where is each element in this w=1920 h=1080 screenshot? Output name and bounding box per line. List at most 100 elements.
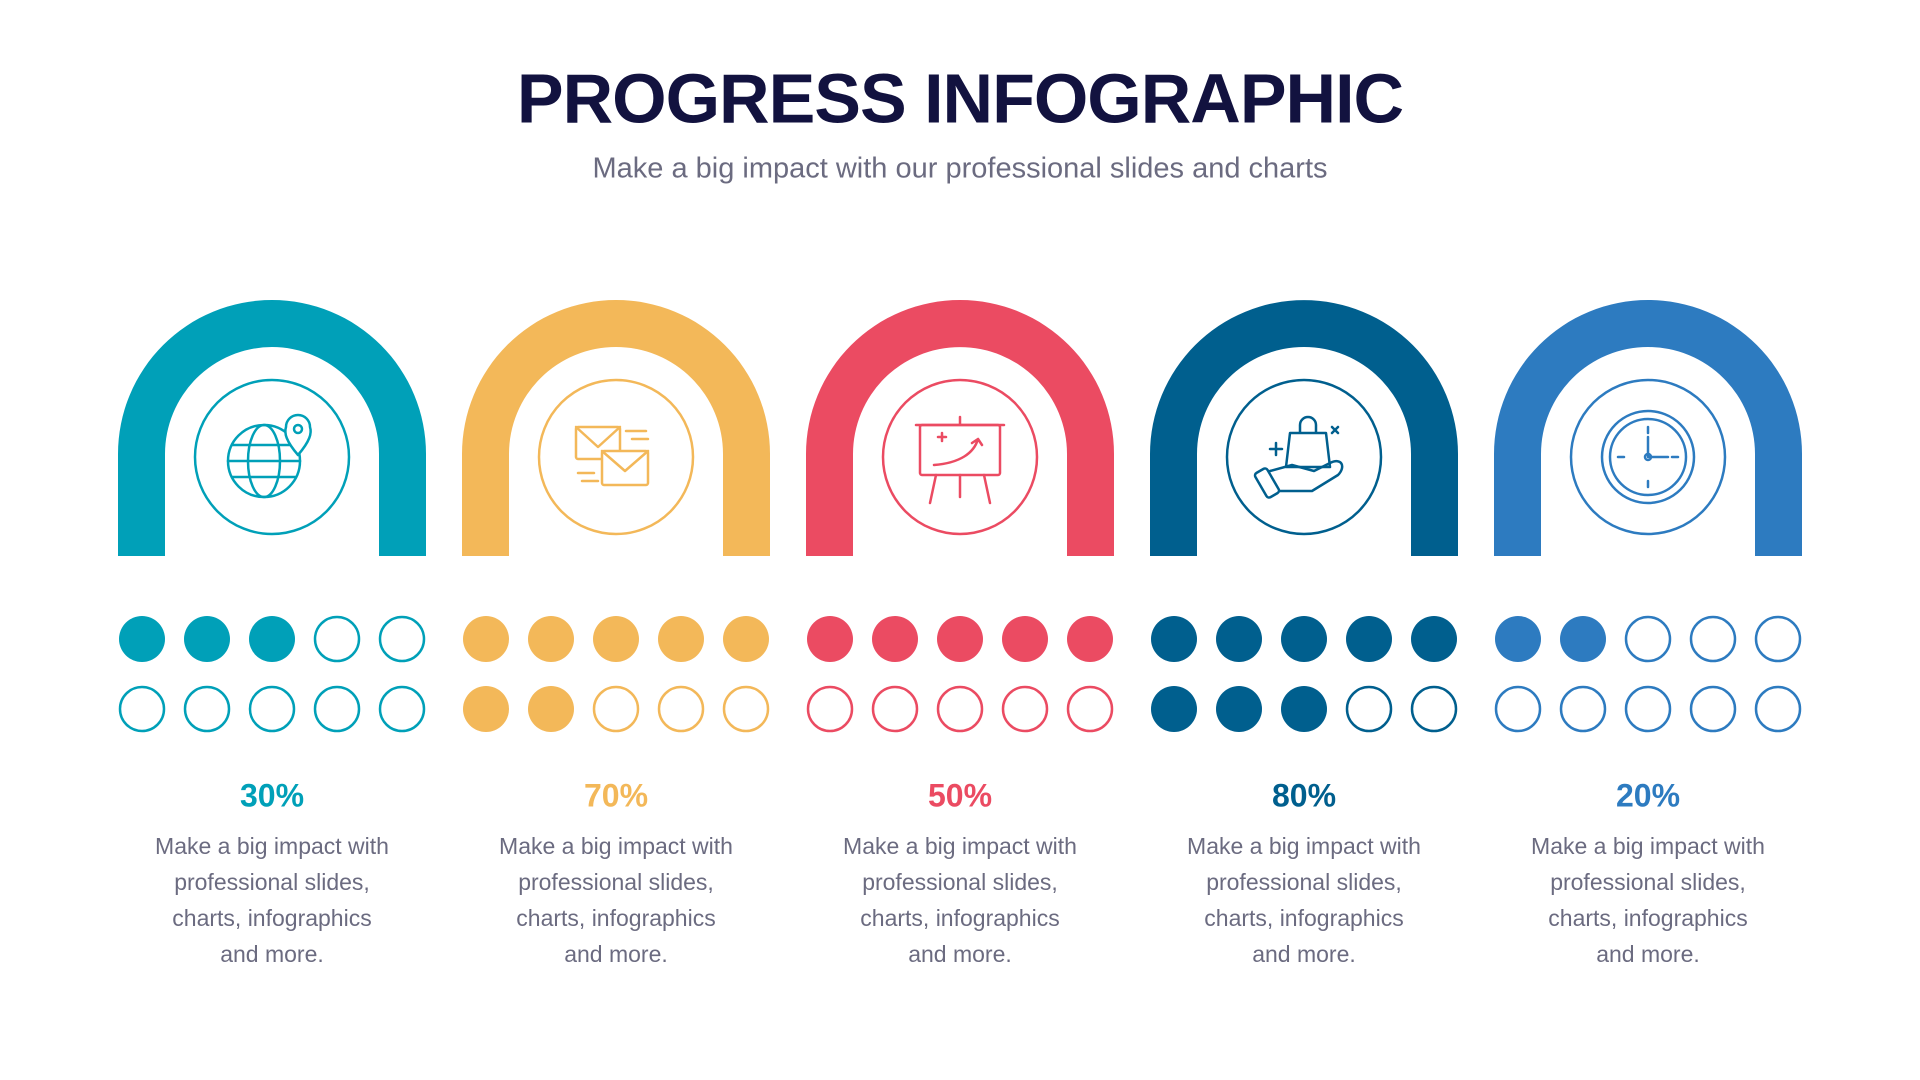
- dot-filled: [937, 616, 983, 662]
- dot-empty: [313, 685, 361, 733]
- icon-part: [1608, 417, 1688, 497]
- arch: [806, 300, 1114, 556]
- description-line: and more.: [908, 941, 1012, 967]
- description-line: charts, infographics: [1204, 905, 1403, 931]
- icon-part: [600, 449, 650, 473]
- dot-empty: [657, 685, 705, 733]
- percent-label: 70%: [584, 777, 648, 813]
- icon-part: [918, 423, 1002, 477]
- description-line: professional slides,: [518, 869, 714, 895]
- dot-empty: [1754, 685, 1802, 733]
- description-line: charts, infographics: [1548, 905, 1747, 931]
- description-line: professional slides,: [174, 869, 370, 895]
- percent-label: 50%: [928, 777, 992, 813]
- icon-part: [932, 431, 984, 467]
- percent-label: 30%: [240, 777, 304, 813]
- dot-empty: [1345, 685, 1393, 733]
- icon-part: [574, 425, 622, 449]
- icon-part: [914, 415, 1006, 505]
- dot-empty: [118, 685, 166, 733]
- dot-empty: [1001, 685, 1049, 733]
- description-line: Make a big impact with: [499, 833, 733, 859]
- icon: [1253, 415, 1344, 499]
- dot-filled: [872, 616, 918, 662]
- dot-filled: [1216, 616, 1262, 662]
- dot-empty: [871, 685, 919, 733]
- description-line: and more.: [564, 941, 668, 967]
- description-line: professional slides,: [1206, 869, 1402, 895]
- dot-empty: [1066, 685, 1114, 733]
- icon-ring: [193, 378, 351, 536]
- dot-filled: [119, 616, 165, 662]
- percent-label: 80%: [1272, 777, 1336, 813]
- icon-ring: [881, 378, 1039, 536]
- description-line: Make a big impact with: [155, 833, 389, 859]
- dot-filled: [723, 616, 769, 662]
- dot-filled: [1346, 616, 1392, 662]
- icon-part: [1268, 459, 1344, 493]
- subtitle: Make a big impact with our professional …: [592, 153, 1327, 185]
- dot-filled: [463, 686, 509, 732]
- icon-part: [1284, 415, 1332, 469]
- dot-filled: [528, 616, 574, 662]
- dot-empty: [248, 685, 296, 733]
- dot-filled: [1495, 616, 1541, 662]
- description-line: and more.: [1252, 941, 1356, 967]
- dot-empty: [592, 685, 640, 733]
- dot-empty: [1689, 685, 1737, 733]
- dot-empty: [1410, 685, 1458, 733]
- dot-filled: [1151, 686, 1197, 732]
- dot-filled: [1281, 686, 1327, 732]
- icon-part: [1643, 452, 1653, 462]
- dot-filled: [1002, 616, 1048, 662]
- dot-filled: [807, 616, 853, 662]
- arch: [1494, 300, 1802, 556]
- dot-empty: [1624, 685, 1672, 733]
- icon-part: [292, 423, 304, 435]
- dot-empty: [378, 685, 426, 733]
- icon: [226, 413, 312, 499]
- icon-part: [230, 443, 298, 479]
- arch: [462, 300, 770, 556]
- icon-ring: [1569, 378, 1727, 536]
- description-line: charts, infographics: [172, 905, 371, 931]
- icon-part: [1616, 425, 1680, 489]
- dot-filled: [463, 616, 509, 662]
- description-line: Make a big impact with: [843, 833, 1077, 859]
- dot-empty: [1559, 685, 1607, 733]
- arch: [118, 300, 426, 556]
- dot-empty: [722, 685, 770, 733]
- dot-filled: [184, 616, 230, 662]
- dot-empty: [1494, 685, 1542, 733]
- dot-filled: [1067, 616, 1113, 662]
- description-line: Make a big impact with: [1187, 833, 1421, 859]
- icon: [574, 425, 650, 487]
- dot-empty: [806, 685, 854, 733]
- dot-filled: [1560, 616, 1606, 662]
- icon-part: [284, 413, 312, 457]
- icon: [1600, 409, 1696, 505]
- dot-filled: [593, 616, 639, 662]
- dot-filled: [249, 616, 295, 662]
- description-line: Make a big impact with: [1531, 833, 1765, 859]
- dot-empty: [1754, 615, 1802, 663]
- dot-filled: [1411, 616, 1457, 662]
- dot-filled: [658, 616, 704, 662]
- dot-empty: [1689, 615, 1737, 663]
- icon-part: [576, 429, 650, 483]
- title: PROGRESS INFOGRAPHIC: [517, 59, 1403, 137]
- icon-part: [1268, 425, 1340, 457]
- arch: [1150, 300, 1458, 556]
- icon: [914, 415, 1006, 505]
- icon-ring: [1225, 378, 1383, 536]
- dot-filled: [1216, 686, 1262, 732]
- icon-ring: [537, 378, 695, 536]
- dot-filled: [1281, 616, 1327, 662]
- description-line: professional slides,: [862, 869, 1058, 895]
- dot-empty: [313, 615, 361, 663]
- dot-filled: [528, 686, 574, 732]
- description-line: and more.: [1596, 941, 1700, 967]
- dot-empty: [378, 615, 426, 663]
- dot-filled: [1151, 616, 1197, 662]
